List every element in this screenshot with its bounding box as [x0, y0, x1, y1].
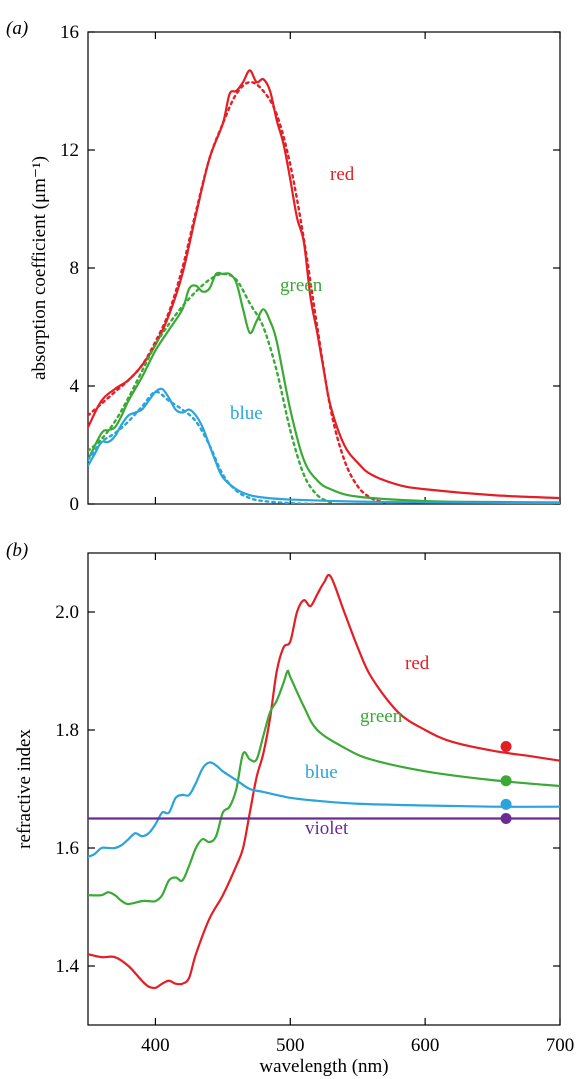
- panel-a-plot-area: 0 4 8 12 16 red green blue: [60, 22, 561, 515]
- panel-b-label-blue: blue: [305, 762, 338, 783]
- panel-a-y-tick-label: 8: [70, 258, 80, 279]
- panel-a-series-blue-fit: [88, 390, 319, 504]
- panel-a-series-blue: [88, 387, 560, 504]
- panel-b-x-tick-label: 600: [411, 1035, 440, 1056]
- panel-b-y-tick-label: 1.4: [55, 956, 79, 977]
- panel-b-label-violet: violet: [305, 818, 349, 839]
- panel-b-marker-blue: [500, 798, 512, 810]
- panel-a-series-green-fit: [88, 272, 332, 504]
- panel-a-y-tick-label: 16: [60, 22, 79, 43]
- panel-a-series-red: [88, 69, 560, 500]
- panel-a-y-tick-label: 12: [60, 140, 79, 161]
- panel-b-series-green: [88, 669, 560, 906]
- panel-b-plot-area: 400 500 600 700 1.4 1.6 1.8 2.0 red green blue viol…: [55, 553, 574, 1056]
- panel-a-series-red-fit: [88, 80, 386, 504]
- panel-b-series-blue: [88, 761, 560, 858]
- panel-b-y-tick-label: 2.0: [55, 602, 79, 623]
- panel-b-frame: [87, 552, 561, 1026]
- panel-b-letter: (b): [6, 540, 28, 561]
- panel-b-series-red: [88, 573, 560, 990]
- panel-b-x-tick-label: 400: [141, 1035, 170, 1056]
- panel-b-marker-green: [500, 775, 512, 787]
- panel-a-letter: (a): [6, 18, 28, 39]
- panel-a-label-blue: blue: [230, 403, 263, 424]
- panel-b-x-axis-label: wavelength (nm): [259, 1056, 388, 1077]
- panel-b-label-green: green: [360, 706, 403, 727]
- panel-b-marker-red: [500, 741, 512, 753]
- panel-b-y-tick-label: 1.6: [55, 838, 79, 859]
- panel-b-y-tick-label: 1.8: [55, 720, 79, 741]
- panel-a-label-green: green: [280, 275, 323, 296]
- panel-a-y-axis-label: absorption coefficient (μm⁻¹): [29, 156, 50, 380]
- panel-b-marker-violet: [500, 813, 512, 824]
- panel-b-label-red: red: [405, 653, 430, 674]
- panel-a-y-tick-label: 4: [70, 376, 80, 397]
- panel-a-y-tick-label: 0: [70, 494, 80, 515]
- panel-b-x-tick-label: 500: [276, 1035, 305, 1056]
- panel-b-x-tick-label: 700: [546, 1035, 575, 1056]
- panel-b-y-axis-label: refractive index: [14, 729, 35, 849]
- panel-a-label-red: red: [330, 164, 355, 185]
- panel-a-series-green: [88, 271, 560, 504]
- panel-a-frame: [87, 31, 561, 505]
